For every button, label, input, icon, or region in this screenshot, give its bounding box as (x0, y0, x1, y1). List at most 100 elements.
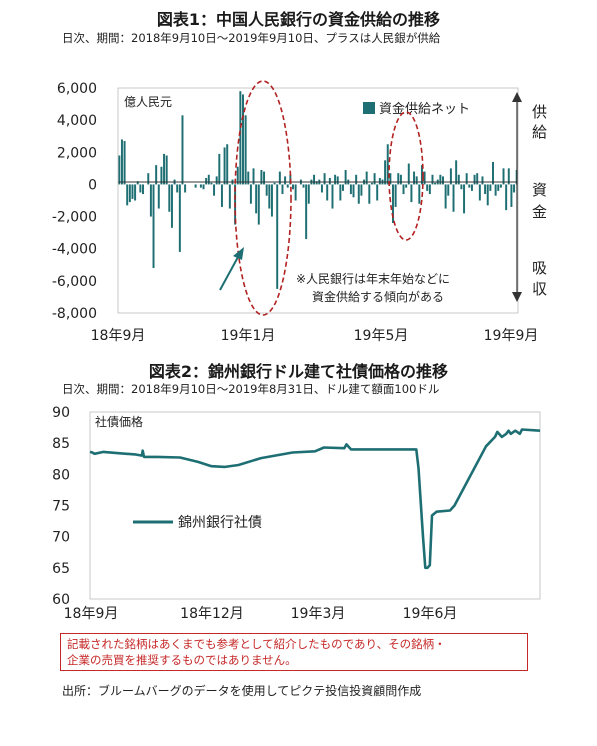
chart2-legend-label: 錦州銀行社債 (178, 514, 262, 531)
chart1-bar (123, 141, 126, 185)
chart1-bar (344, 169, 347, 185)
chart2-ytick-label: 90 (52, 405, 70, 421)
chart1-bar (213, 184, 216, 196)
chart2-ytick-label: 75 (52, 499, 70, 515)
chart1-legend-label: 資金供給ネット (379, 101, 470, 117)
chart1-bar (428, 184, 431, 195)
chart1-bar (170, 184, 173, 228)
chart1-bar (252, 168, 255, 185)
chart1-bar (394, 184, 397, 207)
chart1-bar (326, 184, 329, 201)
chart1-bar (415, 176, 418, 185)
chart1-bar (302, 184, 305, 188)
side-label-absorb-2: 収 (532, 280, 547, 298)
chart1-bar (126, 184, 129, 206)
chart1-bar (284, 176, 287, 185)
highlight-ellipse-may (388, 111, 424, 241)
chart1-bar (265, 184, 268, 196)
chart1-bar (136, 181, 139, 185)
chart2-xtick-label: 18年12月 (180, 606, 244, 622)
chart1-bar (249, 184, 252, 204)
chart2-xtick-label: 19年6月 (403, 606, 458, 622)
chart1-bar (260, 169, 263, 185)
chart1-bar (370, 182, 373, 185)
chart1-bar (160, 166, 163, 185)
chart1-bar (142, 184, 144, 195)
chart1-bar (273, 182, 276, 185)
chart1-bar (447, 184, 450, 196)
chart1-bar (455, 160, 458, 185)
side-label-supply-2: 給 (532, 123, 547, 141)
chart1-bar (402, 184, 405, 195)
chart1-bar (131, 184, 134, 199)
chart1-bar (215, 176, 218, 185)
side-label-supply-1: 供 (532, 103, 547, 121)
chart1-bar (331, 184, 334, 209)
chart1-bar (278, 171, 281, 185)
chart1-bar (486, 184, 489, 206)
chart1-bar (349, 184, 352, 195)
annotation-arrow (219, 256, 239, 291)
chart1-bar (328, 178, 331, 185)
chart1-legend-swatch (363, 102, 375, 114)
chart1-bar (268, 184, 271, 209)
chart1-bar (205, 178, 208, 185)
chart1-bar (476, 173, 479, 185)
chart1-bar (505, 184, 508, 211)
right-axis-arrow-up (512, 92, 522, 102)
chart1-bar (478, 184, 481, 201)
chart1-bar (384, 160, 387, 185)
chart2-ytick-label: 60 (52, 592, 70, 608)
chart2-unit-label: 社債価格 (95, 414, 143, 429)
chart1-bar (202, 184, 205, 190)
chart1-ytick-label: -8,000 (52, 306, 97, 322)
chart1-bar (457, 174, 460, 185)
chart1-ytick-label: 0 (88, 177, 97, 193)
disclaimer-line1: 記載された銘柄はあくまでも参考として紹介したものであり、その銘柄・ (67, 637, 446, 651)
disclaimer-box: 記載された銘柄はあくまでも参考として紹介したものであり、その銘柄・ 企業の売買を… (60, 633, 528, 671)
chart1-bar (484, 184, 487, 195)
chart1-bar (452, 184, 455, 212)
chart1-bar (181, 115, 184, 185)
chart1-xtick-label: 19年5月 (354, 328, 409, 344)
chart1-title: 図表1：中国人民銀行の資金供給の推移 (156, 10, 441, 29)
chart1-bar (228, 184, 231, 209)
chart1-bar (134, 184, 137, 201)
chart2-ytick-label: 80 (52, 467, 70, 483)
chart1-bar (386, 144, 389, 185)
chart1-bar (360, 184, 363, 196)
chart1-bar (220, 184, 223, 207)
chart1-bar (420, 165, 423, 185)
chart1-bar (481, 176, 484, 185)
chart1-bar (226, 144, 229, 185)
chart1-bar (510, 184, 513, 207)
chart2-ytick-label: 65 (52, 561, 70, 577)
chart1-bar (223, 147, 226, 185)
chart1-bar (323, 173, 326, 185)
chart1-bar (257, 184, 260, 225)
chart1-bar (507, 168, 510, 185)
chart1-bar (418, 184, 421, 204)
chart1-bar (165, 155, 168, 185)
source-note: 出所：ブルームバーグのデータを使用してピクテ投信投資顧問作成 (62, 684, 422, 698)
chart1-annotation-line2: 資金供給する傾向がある (312, 289, 444, 304)
chart1-bar (157, 184, 160, 209)
chart1-ytick-label: -6,000 (52, 274, 97, 290)
chart1-bar (139, 184, 142, 193)
chart1-bar (270, 184, 273, 217)
chart1-bar (210, 182, 213, 185)
chart1-bar (286, 184, 289, 188)
chart1-bar (336, 176, 339, 185)
chart1-bar (292, 184, 294, 190)
chart1-bar (163, 153, 166, 185)
chart1-bar (373, 173, 376, 185)
chart1-bar (313, 174, 316, 185)
chart1-bar (399, 174, 402, 185)
chart1-bar (242, 94, 244, 185)
chart1-ytick-label: 2,000 (57, 145, 97, 161)
chart1-bar (439, 174, 442, 185)
chart1-bar (423, 171, 426, 185)
chart1-bar (339, 184, 342, 201)
chart1-bar (368, 184, 371, 204)
chart1-bar (149, 184, 152, 217)
